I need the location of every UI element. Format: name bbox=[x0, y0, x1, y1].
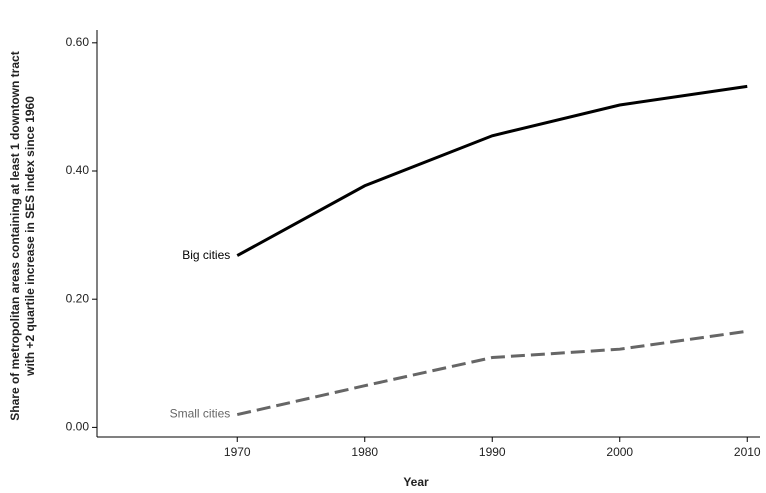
y-tick-label: 0.00 bbox=[66, 420, 90, 434]
line bbox=[236, 329, 748, 417]
series-label: Small cities bbox=[170, 407, 231, 421]
x-tick-label: 2010 bbox=[734, 445, 761, 459]
line bbox=[236, 84, 748, 257]
y-axis-label: with +2 quartile increase in SES index s… bbox=[23, 96, 37, 377]
x-tick-label: 2000 bbox=[606, 445, 633, 459]
series-label: Big cities bbox=[182, 248, 230, 262]
x-tick-label: 1990 bbox=[479, 445, 506, 459]
x-axis-label: Year bbox=[403, 475, 429, 489]
y-tick-label: 0.60 bbox=[66, 35, 90, 49]
x-tick-label: 1970 bbox=[224, 445, 251, 459]
y-axis-label: Share of metropolitan areas containing a… bbox=[8, 51, 22, 420]
y-tick-label: 0.20 bbox=[66, 291, 90, 305]
y-tick-label: 0.40 bbox=[66, 163, 90, 177]
x-tick-label: 1980 bbox=[351, 445, 378, 459]
